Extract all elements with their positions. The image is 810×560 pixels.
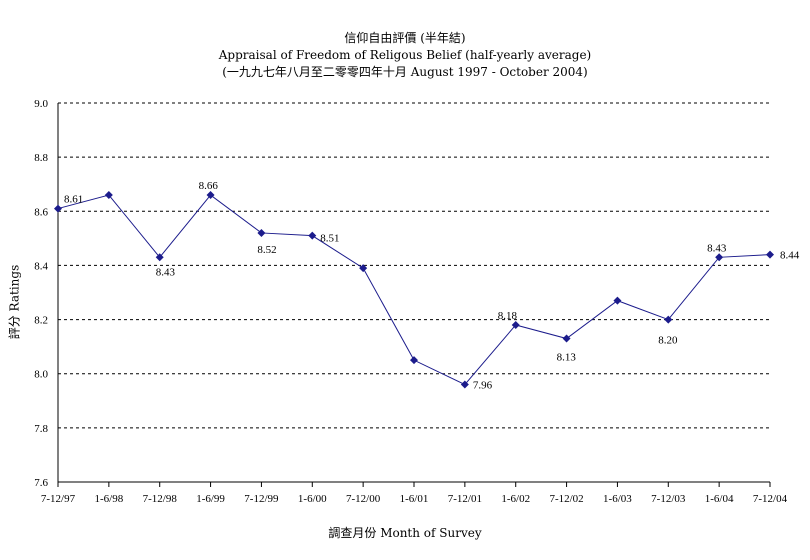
y-tick-label: 8.6 [34,206,48,218]
x-tick-label: 1-6/02 [501,493,530,505]
chart-title: 信仰自由評價 (半年結) [344,31,466,45]
data-point-marker [664,315,673,324]
x-axis-title: 調查月份 Month of Survey [328,526,482,540]
data-point-marker [715,253,724,262]
data-point-marker [766,250,774,259]
x-tick-label: 7-12/99 [244,493,279,505]
data-label: 8.18 [498,310,518,322]
series-line [57,194,771,386]
data-point-marker [155,253,164,262]
x-tick-label: 7-12/00 [346,493,381,505]
y-axis-title: 評分 Ratings [7,264,22,340]
data-point-marker [359,264,368,273]
data-point-marker [613,296,622,305]
x-tick-label: 7-12/01 [448,493,482,505]
data-point-marker [562,334,571,343]
y-tick-label: 8.4 [34,260,48,272]
x-tick-label: 1-6/98 [94,493,123,505]
data-point-marker [257,228,266,237]
chart-subtitle: Appraisal of Freedom of Religous Belief … [218,48,592,62]
x-tick-label: 7-12/04 [753,493,788,505]
y-tick-label: 7.6 [34,477,48,489]
data-point-marker [511,320,520,329]
x-tick-label: 7-12/03 [651,493,686,505]
data-label: 8.52 [257,244,276,256]
data-label: 8.44 [780,250,800,262]
data-label: 8.43 [156,266,176,278]
data-label: 8.51 [320,233,339,245]
chart-subtitle-date-range: (一九九七年八月至二零零四年十月 August 1997 - October 2… [222,65,588,79]
y-tick-label: 7.8 [34,423,48,435]
data-label: 7.96 [473,380,493,392]
y-tick-label: 8.2 [34,315,48,327]
y-tick-label: 8.0 [34,369,48,381]
y-tick-label: 8.8 [34,152,48,164]
x-tick-label: 1-6/99 [196,493,225,505]
data-point-marker [54,204,62,213]
data-label: 8.20 [658,335,678,347]
x-tick-label: 7-12/02 [549,493,583,505]
x-tick-label: 7-12/98 [143,493,178,505]
data-point-marker [104,191,113,200]
data-point-marker [308,231,317,240]
x-tick-label: 1-6/01 [400,493,429,505]
data-label: 8.66 [199,180,219,192]
data-label: 8.13 [557,352,577,364]
data-point-marker [206,191,215,200]
data-point-marker [410,356,418,365]
x-tick-label: 1-6/04 [705,493,734,505]
x-tick-label: 1-6/03 [603,493,632,505]
data-point-marker [460,380,469,389]
data-label: 8.61 [64,194,83,206]
data-label: 8.43 [707,242,727,254]
y-tick-label: 9.0 [34,98,48,110]
x-tick-label: 1-6/00 [298,493,327,505]
x-tick-label: 7-12/97 [41,493,76,505]
